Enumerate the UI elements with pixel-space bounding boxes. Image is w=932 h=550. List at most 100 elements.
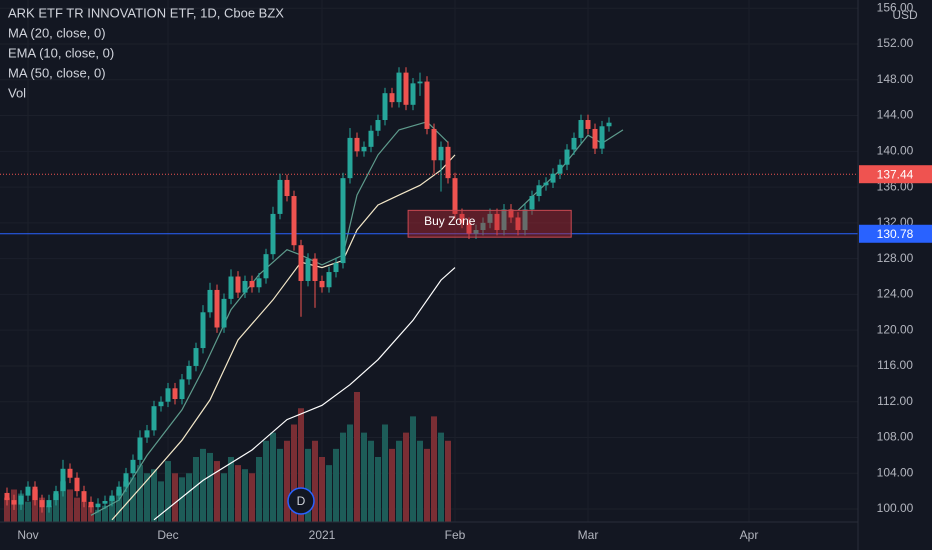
volume-bar: [165, 461, 172, 522]
volume-bar: [81, 501, 88, 522]
volume-bar: [417, 440, 424, 522]
volume-bar: [60, 481, 67, 522]
volume-bar: [284, 440, 291, 522]
y-tick-label: 104.00: [877, 465, 914, 479]
candle-body: [361, 146, 367, 152]
y-tick-label: 124.00: [877, 287, 914, 301]
volume-bar: [270, 432, 277, 522]
candle-body: [445, 146, 451, 179]
candle-body: [60, 468, 66, 492]
volume-bar: [424, 448, 431, 522]
candle-body: [417, 81, 423, 84]
candle-body: [256, 278, 262, 288]
candle-body: [109, 495, 115, 501]
price-label: 137.44: [877, 167, 914, 181]
volume-bar: [410, 416, 417, 522]
zone-label: Buy Zone: [424, 214, 476, 228]
candle-body: [95, 503, 101, 508]
candle-body: [550, 173, 556, 183]
volume-bar: [298, 408, 305, 522]
x-tick-label: Mar: [578, 528, 599, 542]
candle-body: [354, 137, 360, 152]
candle-body: [39, 500, 45, 508]
candle-body: [501, 209, 507, 231]
volume-bar: [144, 473, 151, 522]
volume-bar: [368, 440, 375, 522]
volume-bar: [263, 440, 270, 522]
volume-bar: [179, 477, 186, 522]
x-tick-label: Nov: [17, 528, 38, 542]
candle-body: [410, 83, 416, 105]
candle-body: [53, 491, 59, 501]
volume-bar: [32, 489, 39, 522]
candle-body: [438, 146, 444, 161]
indicator-line: [111, 154, 456, 521]
candle-body: [396, 72, 402, 103]
volume-bar: [326, 465, 333, 522]
candle-body: [333, 263, 339, 273]
candle-body: [277, 179, 283, 214]
candle-body: [536, 185, 542, 197]
volume-bar: [305, 448, 312, 522]
candle-body: [382, 93, 388, 121]
volume-bar: [158, 481, 165, 522]
candle-body: [144, 430, 150, 438]
volume-bar: [438, 432, 445, 522]
candle-body: [249, 280, 255, 288]
volume-bar: [67, 489, 74, 522]
legend-entry: EMA (10, close, 0): [8, 46, 114, 61]
candle-body: [487, 213, 493, 223]
y-tick-label: 100.00: [877, 501, 914, 515]
candle-body: [473, 230, 479, 234]
legend-entry: MA (20, close, 0): [8, 26, 106, 41]
volume-bar: [25, 501, 32, 522]
volume-bar: [74, 497, 81, 522]
volume-bar: [53, 493, 60, 522]
candle-body: [88, 501, 94, 508]
candle-body: [508, 209, 514, 218]
candle-body: [431, 128, 437, 161]
candle-body: [564, 149, 570, 165]
volume-bar: [214, 461, 221, 522]
y-tick-label: 156.00: [877, 0, 914, 14]
volume-bar: [347, 424, 354, 522]
volume-bar: [319, 457, 326, 522]
candle-body: [158, 401, 164, 407]
volume-bar: [4, 497, 11, 522]
y-tick-label: 148.00: [877, 72, 914, 86]
volume-bar: [403, 432, 410, 522]
candle-body: [571, 137, 577, 150]
candle-body: [186, 365, 192, 380]
candle-body: [522, 209, 528, 231]
event-marker: [287, 487, 315, 515]
volume-bar: [193, 457, 200, 522]
y-tick-label: 116.00: [877, 358, 913, 372]
candle-body: [207, 289, 213, 313]
indicator-line: [153, 267, 456, 521]
x-tick-label: Apr: [740, 528, 759, 542]
candle-body: [424, 81, 430, 129]
volume-bar: [431, 416, 438, 522]
candle-body: [319, 280, 325, 288]
legend-entry: MA (50, close, 0): [8, 66, 106, 81]
candle-body: [11, 500, 17, 505]
volume-bar: [235, 465, 242, 522]
candle-body: [137, 437, 143, 460]
y-tick-label: 152.00: [877, 36, 914, 50]
volume-bar: [200, 448, 207, 522]
volume-bar: [354, 392, 361, 522]
volume-bar: [242, 469, 249, 522]
volume-bar: [228, 457, 235, 522]
candle-body: [312, 258, 318, 281]
candle-body: [242, 280, 248, 293]
candle-body: [214, 289, 220, 328]
plot: Buy Zone D: [0, 67, 858, 522]
x-tick-label: Feb: [445, 528, 466, 542]
volume-bar: [389, 448, 396, 522]
candle-body: [375, 120, 381, 131]
candle-body: [389, 93, 395, 103]
volume-bar: [207, 452, 214, 522]
candle-body: [4, 492, 10, 501]
x-tick-label: Dec: [157, 528, 178, 542]
